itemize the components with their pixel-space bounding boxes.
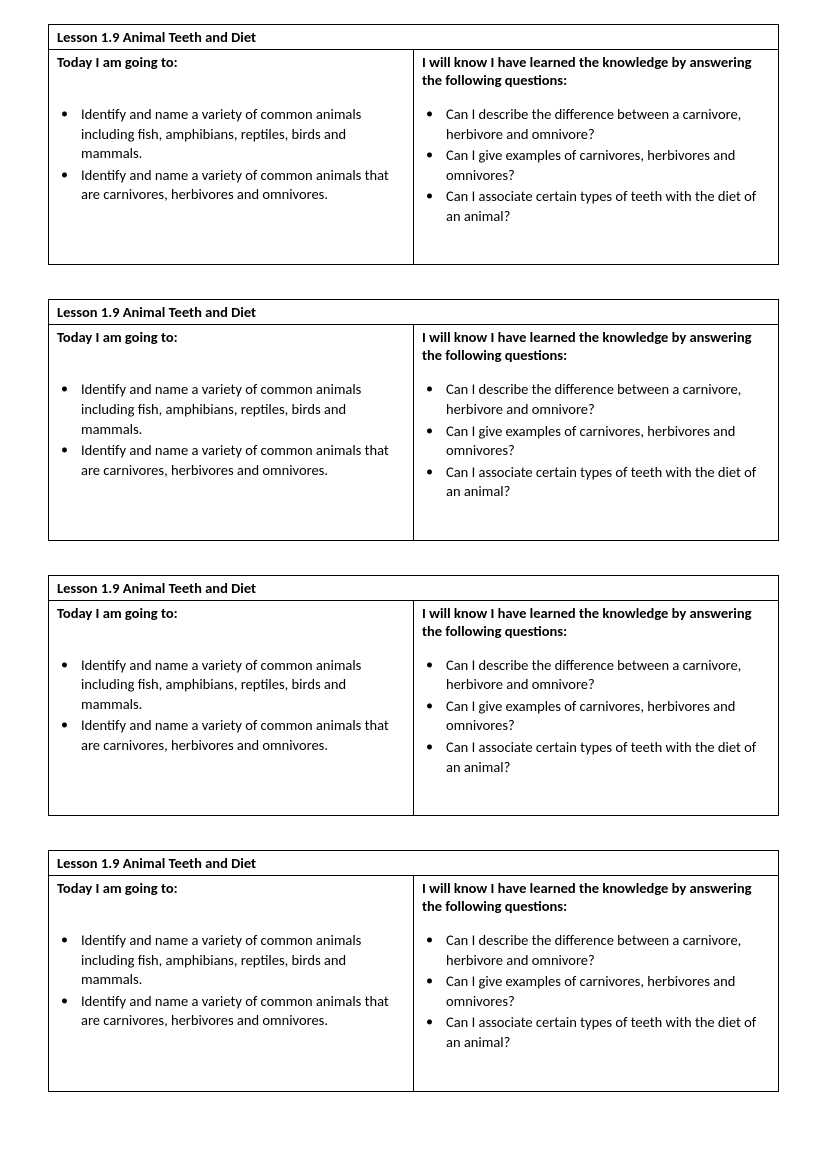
left-heading: Today I am going to: xyxy=(49,325,414,375)
left-heading: Today I am going to: xyxy=(49,50,414,100)
right-heading: I will know I have learned the knowledge… xyxy=(414,600,779,650)
right-heading: I will know I have learned the knowledge… xyxy=(414,876,779,926)
question-item: Can I give examples of carnivores, herbi… xyxy=(422,697,770,736)
right-body: Can I describe the difference between a … xyxy=(414,650,779,816)
lesson-table: Lesson 1.9 Animal Teeth and DietToday I … xyxy=(48,299,779,540)
lesson-title: Lesson 1.9 Animal Teeth and Diet xyxy=(49,25,779,50)
left-heading: Today I am going to: xyxy=(49,600,414,650)
objective-item: Identify and name a variety of common an… xyxy=(57,716,405,755)
lesson-table: Lesson 1.9 Animal Teeth and DietToday I … xyxy=(48,575,779,816)
objective-item: Identify and name a variety of common an… xyxy=(57,992,405,1031)
question-item: Can I give examples of carnivores, herbi… xyxy=(422,422,770,461)
left-body: Identify and name a variety of common an… xyxy=(49,650,414,816)
lesson-tables-container: Lesson 1.9 Animal Teeth and DietToday I … xyxy=(48,24,779,1092)
question-item: Can I describe the difference between a … xyxy=(422,105,770,144)
question-item: Can I give examples of carnivores, herbi… xyxy=(422,146,770,185)
question-item: Can I describe the difference between a … xyxy=(422,931,770,970)
right-body: Can I describe the difference between a … xyxy=(414,925,779,1091)
question-item: Can I associate certain types of teeth w… xyxy=(422,1013,770,1052)
lesson-title: Lesson 1.9 Animal Teeth and Diet xyxy=(49,851,779,876)
question-item: Can I associate certain types of teeth w… xyxy=(422,187,770,226)
objective-item: Identify and name a variety of common an… xyxy=(57,931,405,990)
right-body: Can I describe the difference between a … xyxy=(414,374,779,540)
lesson-title: Lesson 1.9 Animal Teeth and Diet xyxy=(49,575,779,600)
objective-item: Identify and name a variety of common an… xyxy=(57,105,405,164)
objective-item: Identify and name a variety of common an… xyxy=(57,166,405,205)
right-heading: I will know I have learned the knowledge… xyxy=(414,325,779,375)
left-heading: Today I am going to: xyxy=(49,876,414,926)
lesson-table: Lesson 1.9 Animal Teeth and DietToday I … xyxy=(48,850,779,1091)
left-body: Identify and name a variety of common an… xyxy=(49,374,414,540)
objective-item: Identify and name a variety of common an… xyxy=(57,656,405,715)
objective-item: Identify and name a variety of common an… xyxy=(57,380,405,439)
right-body: Can I describe the difference between a … xyxy=(414,99,779,265)
left-body: Identify and name a variety of common an… xyxy=(49,925,414,1091)
lesson-title: Lesson 1.9 Animal Teeth and Diet xyxy=(49,300,779,325)
question-item: Can I describe the difference between a … xyxy=(422,656,770,695)
question-item: Can I describe the difference between a … xyxy=(422,380,770,419)
question-item: Can I associate certain types of teeth w… xyxy=(422,463,770,502)
objective-item: Identify and name a variety of common an… xyxy=(57,441,405,480)
lesson-table: Lesson 1.9 Animal Teeth and DietToday I … xyxy=(48,24,779,265)
left-body: Identify and name a variety of common an… xyxy=(49,99,414,265)
question-item: Can I associate certain types of teeth w… xyxy=(422,738,770,777)
right-heading: I will know I have learned the knowledge… xyxy=(414,50,779,100)
question-item: Can I give examples of carnivores, herbi… xyxy=(422,972,770,1011)
